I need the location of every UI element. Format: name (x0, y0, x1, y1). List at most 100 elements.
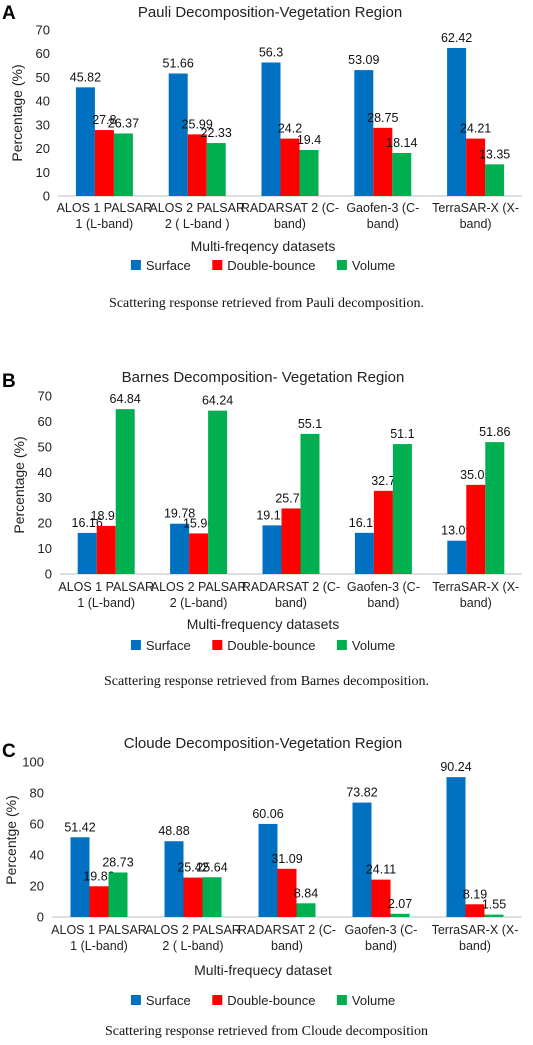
data-label: 60.06 (252, 807, 283, 821)
data-label: 19.12 (256, 508, 287, 522)
x-tick-label: TerraSAR-X (X- (432, 580, 519, 594)
x-tick-label: ALOS 2 PALSAR (145, 923, 241, 937)
y-tick-label: 30 (38, 490, 52, 505)
x-tick-label: TerraSAR-X (X- (432, 923, 519, 937)
y-axis-label: Percentge (%) (3, 795, 19, 884)
data-label: 13.35 (479, 147, 510, 161)
bar-surface (168, 73, 188, 196)
x-tick-label: ALOS 1 PALSAR (57, 201, 153, 215)
y-tick-label: 10 (36, 165, 50, 180)
data-label: 25.99 (182, 117, 213, 131)
bar-surface (75, 87, 95, 196)
bar-double-bounce (94, 130, 114, 196)
data-label: 15.96 (183, 516, 214, 530)
data-label: 48.88 (158, 824, 189, 838)
bar-surface (447, 47, 467, 196)
data-label: 45.82 (70, 70, 101, 84)
bar-volume (113, 133, 133, 196)
x-tick-label: Gaofen-3 (C- (346, 201, 419, 215)
legend-label: Volume (352, 638, 395, 653)
data-label: 19.83 (83, 869, 114, 883)
y-tick-label: 60 (36, 46, 50, 61)
data-label: 24.21 (460, 122, 491, 136)
x-tick-label: band) (460, 217, 492, 231)
bar-surface (164, 841, 184, 917)
bar-surface (446, 777, 466, 917)
cloude-chart: C Cloude Decomposition-Vegetation Region 0… (2, 735, 522, 1008)
bar-volume (108, 872, 128, 917)
panel-b: B Barnes Decomposition- Vegetation Region… (0, 360, 533, 700)
barnes-chart: B Barnes Decomposition- Vegetation Region… (2, 369, 522, 653)
bar-double-bounce (466, 484, 486, 574)
x-tick-label: RADARSAT 2 (C- (242, 580, 340, 594)
bar-volume (296, 903, 316, 917)
data-label: 51.1 (390, 427, 414, 441)
bar-volume (115, 409, 135, 574)
data-label: 51.66 (163, 56, 194, 70)
y-tick-label: 30 (36, 117, 50, 132)
bar-volume (392, 152, 412, 196)
data-label: 62.42 (441, 31, 472, 45)
x-tick-label: band) (367, 217, 399, 231)
x-tick-label: 2 (L-band) (170, 596, 228, 610)
legend-swatch (130, 260, 141, 270)
bar-double-bounce (187, 134, 207, 196)
legend-label: Double-bounce (227, 993, 315, 1008)
x-tick-label: band) (271, 939, 303, 953)
y-tick-label: 10 (38, 541, 52, 556)
bar-volume (392, 444, 412, 574)
x-axis-label: Multi-freqency datasets (191, 238, 336, 254)
panel-letter: A (2, 3, 16, 24)
data-label: 19.4 (297, 133, 321, 147)
bar-volume (390, 913, 410, 917)
legend-swatch (336, 640, 347, 650)
bar-volume (208, 410, 228, 574)
data-label: 1.55 (482, 898, 506, 912)
y-tick-label: 50 (36, 70, 50, 85)
legend-swatch (130, 640, 141, 650)
y-tick-label: 70 (36, 23, 50, 38)
data-label: 90.24 (440, 760, 471, 774)
x-tick-label: Gaofen-3 (C- (345, 923, 418, 937)
legend-label: Volume (352, 993, 395, 1008)
data-label: 8.19 (463, 887, 487, 901)
bar-surface (354, 70, 374, 196)
bar-volume (202, 877, 222, 917)
bar-double-bounce (373, 490, 393, 574)
x-tick-label: band) (367, 596, 399, 610)
data-label: 73.82 (346, 786, 377, 800)
x-axis-label: Multi-frequency datasets (187, 616, 340, 632)
bar-double-bounce (465, 904, 485, 917)
panel-c: C Cloude Decomposition-Vegetation Region 0… (0, 722, 533, 1045)
legend-label: Volume (352, 258, 395, 273)
y-tick-label: 60 (30, 817, 44, 832)
bar-volume (484, 914, 504, 917)
y-tick-label: 0 (43, 189, 50, 204)
data-label: 35.05 (460, 468, 491, 482)
bar-volume (485, 442, 505, 574)
legend-swatch (212, 640, 223, 650)
data-label: 24.2 (278, 122, 302, 136)
data-label: 31.09 (271, 852, 302, 866)
y-tick-label: 20 (30, 879, 44, 894)
data-label: 55.1 (298, 417, 322, 431)
data-label: 56.3 (259, 45, 283, 59)
bar-surface (447, 540, 467, 574)
x-tick-label: band) (275, 596, 307, 610)
bar-surface (354, 532, 374, 574)
x-tick-label: band) (274, 217, 306, 231)
y-tick-label: 40 (36, 94, 50, 109)
bar-volume (485, 164, 505, 196)
y-tick-label: 70 (38, 389, 52, 404)
data-label: 28.75 (367, 111, 398, 125)
legend-swatch (130, 995, 141, 1005)
data-label: 51.86 (479, 425, 510, 439)
data-label: 8.84 (294, 886, 318, 900)
bar-double-bounce (466, 138, 486, 196)
data-label: 64.84 (110, 392, 141, 406)
caption-b: Scattering response retrieved from Barne… (103, 674, 429, 689)
legend-label: Double-bounce (227, 638, 315, 653)
x-tick-label: ALOS 2 PALSAR (151, 580, 247, 594)
x-tick-label: band) (460, 596, 492, 610)
y-tick-label: 20 (38, 516, 52, 531)
